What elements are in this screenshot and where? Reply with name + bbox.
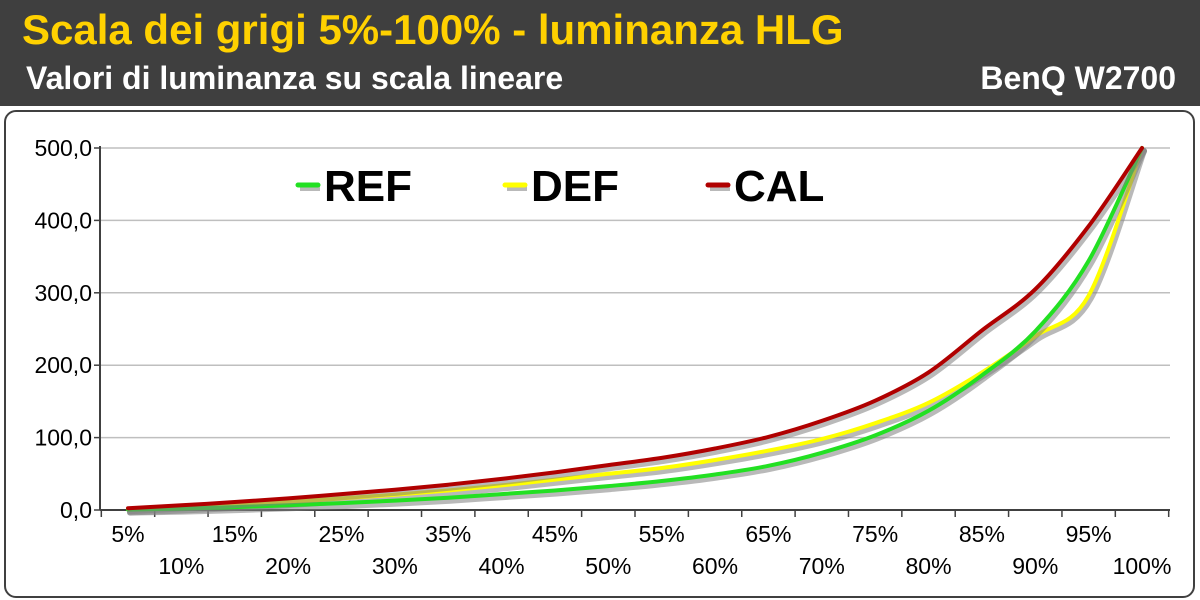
x-tick-label: 50%	[585, 553, 631, 579]
x-tick-label: 10%	[158, 553, 204, 579]
x-tick-label: 30%	[372, 553, 418, 579]
x-tick-label: 75%	[852, 521, 898, 547]
series-line-cal	[126, 146, 1144, 511]
x-tick-label: 65%	[745, 521, 791, 547]
series-line-ref	[126, 146, 1144, 512]
x-tick-label: 20%	[265, 553, 311, 579]
x-tick-label: 15%	[212, 521, 258, 547]
x-tick-label: 95%	[1066, 521, 1112, 547]
x-tick-label: 55%	[639, 521, 685, 547]
y-tick-label: 0,0	[60, 497, 92, 523]
y-tick-label: 300,0	[34, 280, 92, 306]
x-tick-label: 85%	[959, 521, 1005, 547]
x-tick-label: 35%	[425, 521, 471, 547]
x-tick-label: 100%	[1113, 553, 1172, 579]
x-tick-label: 70%	[799, 553, 845, 579]
device-name: BenQ W2700	[980, 60, 1176, 96]
x-tick-label: 40%	[479, 553, 525, 579]
y-tick-label: 400,0	[34, 207, 92, 233]
series-shadow-def	[127, 148, 1147, 516]
series-shadow-ref	[127, 148, 1147, 516]
series-shadow-cal	[127, 148, 1147, 515]
y-tick-label: 200,0	[34, 352, 92, 378]
x-tick-label: 5%	[111, 521, 144, 547]
x-tick-label: 45%	[532, 521, 578, 547]
y-tick-label: 500,0	[34, 135, 92, 161]
header-bar: Scala dei grigi 5%-100% - luminanza HLG …	[0, 0, 1200, 106]
x-tick-label: 25%	[318, 521, 364, 547]
legend-label-ref: REF	[324, 162, 412, 211]
x-tick-label: 60%	[692, 553, 738, 579]
chart-title: Scala dei grigi 5%-100% - luminanza HLG	[22, 6, 844, 53]
x-tick-label: 80%	[906, 553, 952, 579]
y-tick-label: 100,0	[34, 425, 92, 451]
legend-label-cal: CAL	[734, 162, 824, 211]
legend-label-def: DEF	[531, 162, 619, 211]
chart-subtitle: Valori di luminanza su scala lineare	[26, 60, 564, 96]
x-tick-label: 90%	[1012, 553, 1058, 579]
plot-frame	[4, 110, 1195, 598]
